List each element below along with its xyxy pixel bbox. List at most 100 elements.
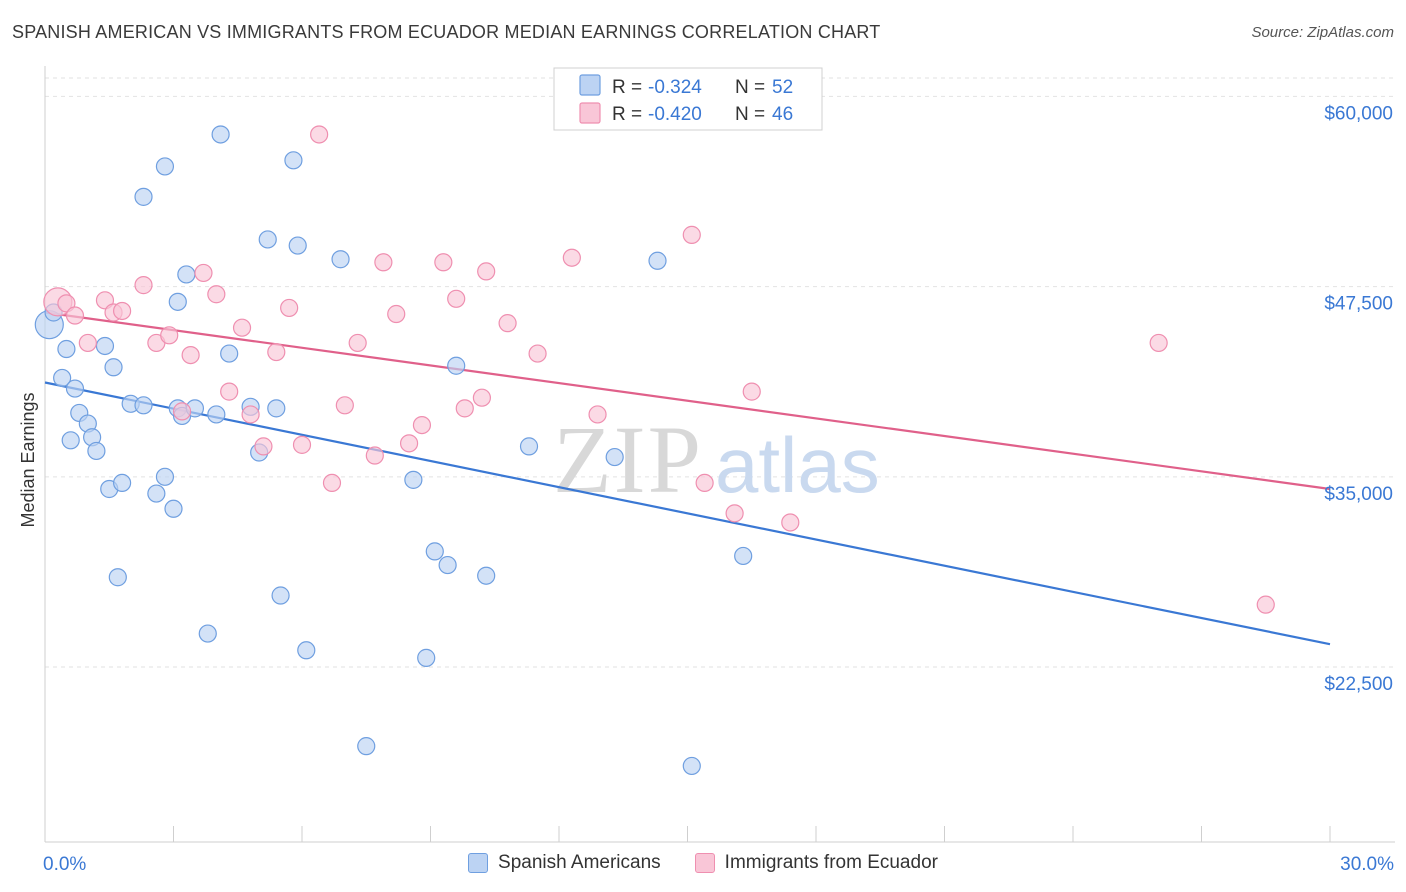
data-point [267, 399, 286, 418]
data-point [695, 473, 714, 493]
data-point [172, 402, 192, 421]
data-point [181, 345, 200, 365]
data-point [112, 473, 132, 493]
data-point [288, 236, 307, 255]
data-point [348, 333, 367, 353]
y-tick-label: $22,500 [1324, 674, 1393, 695]
axes [44, 66, 1395, 843]
data-point [519, 437, 539, 456]
data-point [87, 441, 106, 461]
stats-swatch-blue [579, 74, 601, 96]
data-point [682, 225, 701, 244]
data-point [605, 447, 624, 467]
data-point [742, 382, 761, 401]
data-point [220, 382, 239, 401]
data-point [447, 356, 466, 375]
data-point [447, 289, 466, 308]
data-point [155, 467, 175, 486]
trend-lines [44, 311, 1331, 646]
data-point [104, 358, 123, 377]
data-point [198, 624, 217, 643]
trend-line [44, 311, 1331, 491]
data-point [160, 326, 179, 345]
x-tick-label: 0.0% [43, 854, 86, 875]
trend-line [44, 381, 1331, 646]
source-credit: Source: ZipAtlas.com [1251, 24, 1394, 41]
data-point [477, 262, 496, 281]
data-point [434, 253, 453, 272]
data-point [528, 344, 547, 363]
legend-label: Spanish Americans [498, 852, 661, 873]
data-point [95, 336, 115, 356]
data-point [417, 648, 436, 667]
data-point [267, 342, 286, 362]
data-point [781, 513, 800, 532]
legend-item-immigrants-from-ecuador[interactable]: Immigrants from Ecuador [694, 852, 938, 874]
data-point [387, 304, 406, 324]
watermark-atlas: atlas [715, 421, 880, 509]
stats-r-label: R = [612, 77, 642, 98]
data-point [241, 405, 260, 424]
watermark-zip: ZIP [553, 406, 703, 513]
stats-n-value: 52 [772, 77, 793, 98]
data-point [477, 566, 496, 585]
data-point [134, 396, 153, 415]
data-point [65, 306, 85, 325]
data-point [648, 251, 667, 270]
data-point [562, 248, 581, 267]
data-point [374, 253, 393, 272]
data-point [207, 405, 226, 424]
data-point [425, 542, 444, 561]
stats-n-label: N = [735, 77, 765, 98]
data-point [1256, 595, 1275, 614]
stats-r-value: -0.420 [648, 104, 702, 125]
data-point [399, 434, 419, 453]
data-point [297, 641, 316, 660]
data-point [682, 756, 701, 776]
data-point [134, 187, 153, 206]
data-point [335, 396, 354, 415]
data-point [1149, 333, 1168, 353]
data-point [725, 504, 744, 523]
data-point [177, 265, 196, 284]
stats-swatch-pink [579, 102, 601, 124]
data-point [280, 298, 299, 318]
data-point [78, 333, 97, 353]
data-points [34, 125, 1275, 776]
data-point [412, 415, 432, 435]
data-point [404, 470, 423, 489]
data-point [271, 586, 290, 605]
legend-item-spanish-americans[interactable]: Spanish Americans [468, 852, 661, 874]
x-tick-labels: 0.0% 30.0% [43, 854, 1394, 875]
series-legend: Spanish Americans Immigrants from Ecuado… [0, 852, 1406, 874]
data-point [147, 484, 166, 503]
y-tick-label: $35,000 [1324, 484, 1393, 505]
data-point [472, 388, 491, 407]
legend-label: Immigrants from Ecuador [724, 852, 938, 873]
data-point [322, 473, 342, 493]
watermark: ZIP atlas [553, 406, 880, 513]
data-point [108, 568, 127, 587]
stats-legend: R = -0.324 N = 52 R = -0.420 N = 46 [553, 67, 823, 131]
data-point [53, 368, 72, 388]
data-point [134, 276, 153, 295]
data-point [254, 437, 273, 456]
data-point [438, 555, 457, 575]
data-point [365, 446, 384, 465]
data-point [155, 157, 175, 176]
data-point [164, 499, 183, 518]
stats-r-label: R = [612, 104, 642, 125]
y-tick-label: $47,500 [1324, 294, 1393, 315]
data-point [232, 318, 252, 337]
data-point [588, 405, 607, 424]
data-point [112, 301, 132, 321]
data-point [455, 399, 474, 418]
stats-r-value: -0.324 [648, 77, 702, 98]
data-point [207, 285, 226, 304]
stats-n-label: N = [735, 104, 765, 125]
data-point [220, 344, 239, 363]
y-tick-label: $60,000 [1324, 103, 1393, 124]
stats-n-value: 46 [772, 104, 793, 125]
data-point [61, 431, 80, 450]
